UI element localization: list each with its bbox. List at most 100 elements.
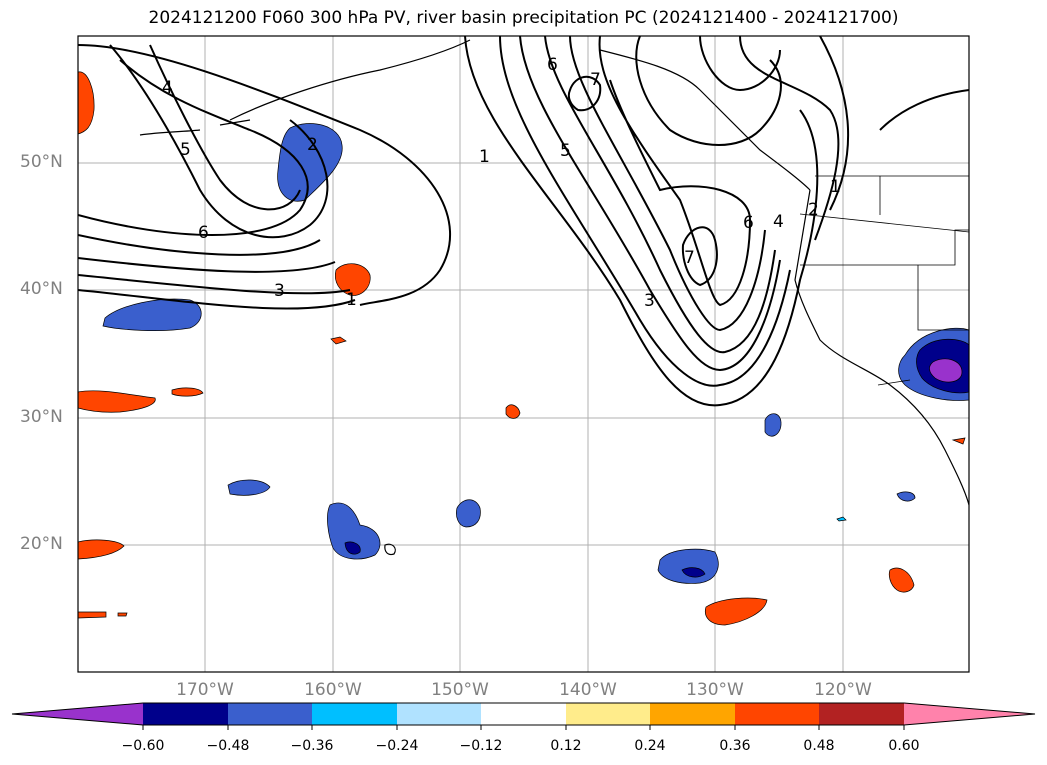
pv-contour: [149, 44, 301, 211]
precip-blob: [344, 541, 361, 555]
contour-label: 2: [808, 200, 819, 220]
precip-blob: [330, 336, 347, 345]
lon-label: 170°W: [176, 680, 234, 700]
contour-label: 7: [590, 70, 601, 90]
pv-contour: [78, 274, 351, 295]
lon-label: 120°W: [814, 680, 872, 700]
colorbar-segment: [143, 703, 228, 725]
precip-blob: [78, 611, 107, 619]
lat-label: 50°N: [20, 152, 63, 172]
contour-label: 3: [644, 291, 655, 311]
coastline-hawaii: [384, 543, 396, 556]
contour-label: 4: [162, 78, 173, 98]
colorbar-segment: [481, 703, 566, 725]
lon-label: 130°W: [686, 680, 744, 700]
pv-contour: [78, 289, 356, 310]
map-frame: [77, 35, 970, 673]
lat-label: 20°N: [20, 534, 63, 554]
precip-blob: [117, 612, 128, 617]
pv-contour: [635, 36, 782, 146]
coastline-alaska: [229, 39, 811, 191]
coastlines: [139, 39, 969, 556]
precip-blob: [704, 597, 768, 626]
pv-contour: [78, 257, 336, 273]
precip-blob: [657, 548, 719, 584]
precip-blob: [505, 404, 521, 419]
colorbar-tick-label: 0.24: [634, 738, 666, 754]
contour-label: 3: [274, 281, 285, 301]
precip-blob: [896, 491, 916, 502]
precip-blob: [78, 390, 156, 413]
pv-contour: [598, 36, 752, 307]
pv-contour: [699, 36, 781, 92]
colorbar-tick-label: −0.36: [290, 738, 334, 754]
precip-blob: [102, 298, 202, 331]
precip-negative-areas: [102, 123, 969, 584]
contour-label: 1: [346, 290, 357, 310]
pv-contour: [499, 36, 791, 387]
contour-label: 7: [684, 248, 695, 268]
colorbar-tick-label: 0.36: [719, 738, 751, 754]
precip-blob: [171, 387, 204, 397]
precip-blob: [888, 567, 915, 593]
precip-blob: [764, 413, 782, 437]
precip-blob: [951, 437, 966, 445]
precip-blob: [929, 358, 963, 383]
precip-blob: [456, 499, 481, 528]
contour-label: 6: [547, 55, 558, 75]
contour-label: 4: [773, 212, 784, 232]
contour-label: 5: [180, 140, 191, 160]
colorbar-segment: [397, 703, 481, 725]
colorbar-tick-label: −0.60: [121, 738, 165, 754]
colorbar-tick-label: −0.48: [206, 738, 250, 754]
colorbar-segment: [819, 703, 904, 725]
colorbar-tick-label: 0.60: [888, 738, 920, 754]
lat-label: 30°N: [20, 407, 63, 427]
lon-label: 140°W: [559, 680, 617, 700]
lon-label: 160°W: [304, 680, 362, 700]
lon-label: 150°W: [431, 680, 489, 700]
colorbar-extend-high: [904, 703, 1035, 725]
gridlines: [78, 36, 969, 672]
precip-blob: [681, 567, 706, 578]
contour-label: 1: [830, 177, 841, 197]
precip-blob: [327, 502, 381, 560]
precip-blob: [78, 539, 125, 560]
pv-contour: [819, 36, 850, 211]
borders: [799, 175, 969, 386]
pv-contour: [739, 36, 840, 241]
colorbar-segment: [566, 703, 650, 725]
colorbar-segment: [228, 703, 312, 725]
precip-blob: [836, 516, 847, 522]
contour-label: 6: [743, 213, 754, 233]
pv-contour: [567, 75, 602, 112]
pv-contour: [78, 44, 451, 306]
contour-label: 2: [307, 135, 318, 155]
colorbar-tick-label: 0.48: [803, 738, 835, 754]
colorbar-tick-label: 0.12: [550, 738, 582, 754]
precip-positive-areas: [78, 71, 966, 626]
contour-label: 1: [479, 147, 490, 167]
pv-contour: [78, 59, 309, 236]
pv-contour: [519, 36, 781, 372]
pv-contour: [569, 36, 766, 332]
colorbar-tick-label: −0.12: [459, 738, 503, 754]
map-title: 2024121200 F060 300 hPa PV, river basin …: [148, 8, 899, 28]
coastline-aleutians: [139, 119, 251, 136]
colorbar-extend-low: [12, 703, 143, 725]
pv-contour-labels: 4 5 6 2 1 3 1 6 7 5 7 6 4 2 1 3: [162, 55, 841, 311]
colorbar-segment: [735, 703, 819, 725]
colorbar-segment: [312, 703, 397, 725]
precip-blob: [227, 479, 271, 496]
precip-blob: [78, 71, 95, 135]
pv-contour: [879, 89, 969, 131]
pv-contour: [109, 44, 329, 239]
colorbar: [11, 702, 1036, 730]
contour-label: 5: [560, 141, 571, 161]
pv-contours: [78, 36, 969, 407]
pv-contour: [544, 36, 776, 354]
pv-contour: [78, 234, 321, 256]
pv-contour: [464, 36, 819, 407]
precip-blob: [334, 263, 371, 296]
